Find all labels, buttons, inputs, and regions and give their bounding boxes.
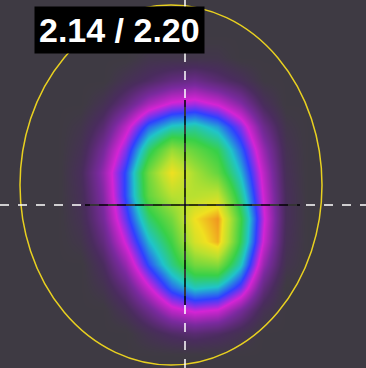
svg-text:2.14 / 2.20: 2.14 / 2.20	[39, 11, 200, 49]
